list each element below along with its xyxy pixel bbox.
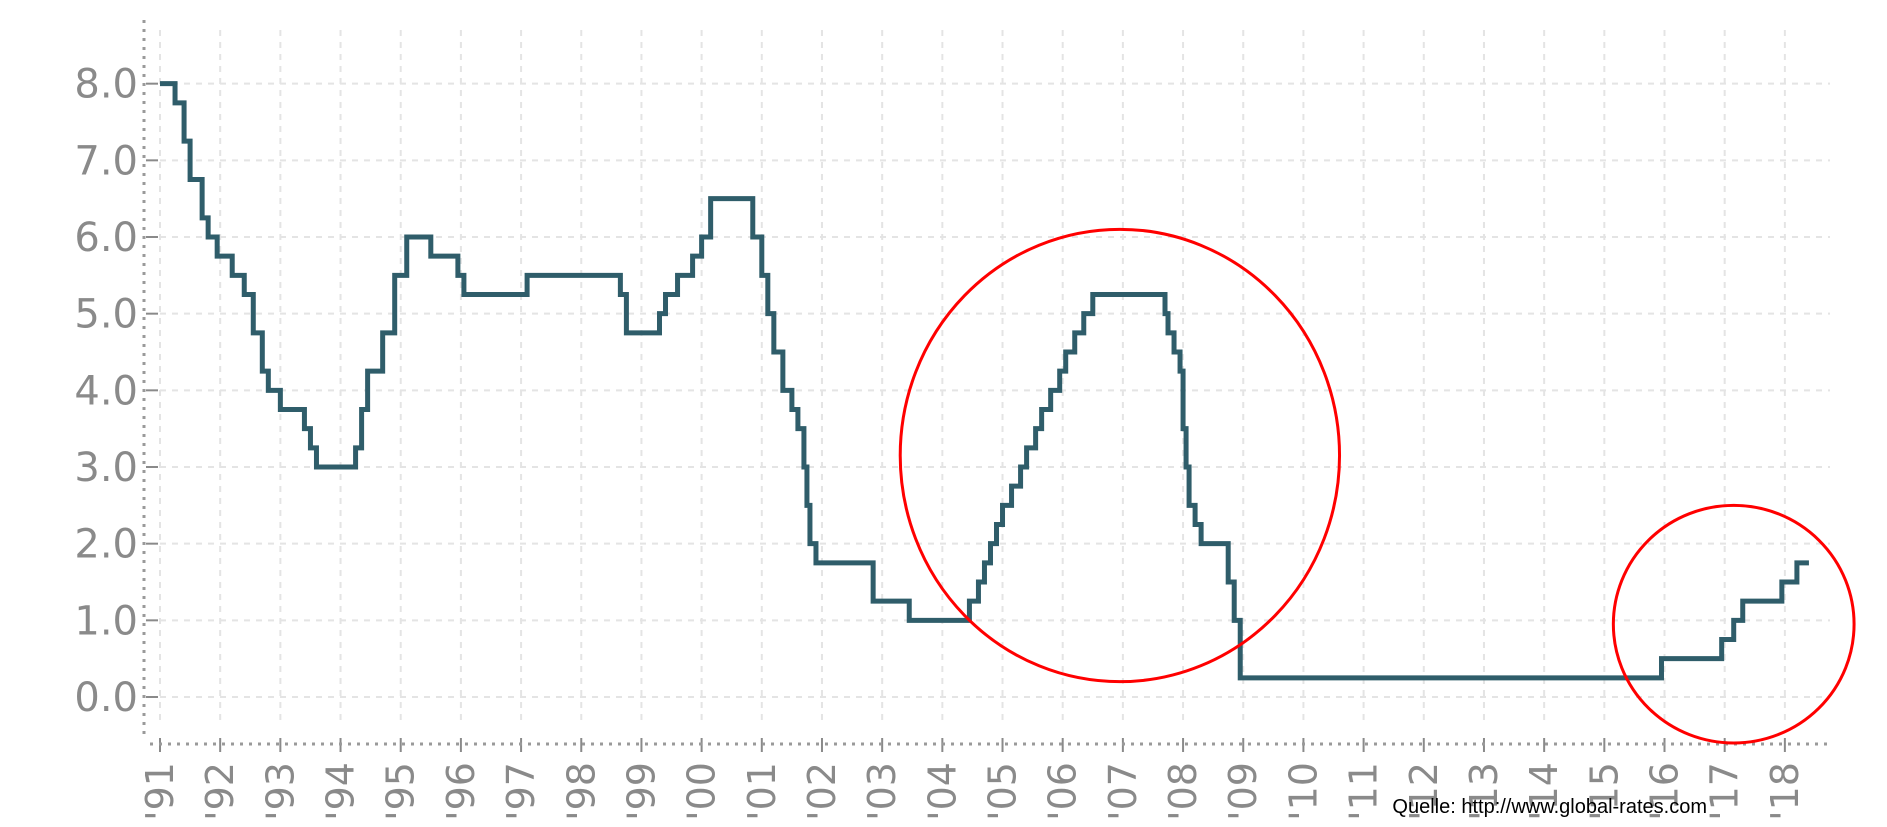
y-tick-label: 7.0	[74, 138, 138, 184]
x-tick-label: '00	[680, 762, 724, 821]
y-tick-label: 8.0	[74, 62, 138, 108]
y-tick-label: 1.0	[74, 598, 138, 644]
x-tick-label: '16	[1643, 762, 1687, 821]
x-tick-label: '92	[198, 762, 242, 821]
x-tick-label: '12	[1402, 762, 1446, 821]
y-tick-label: 0.0	[74, 675, 138, 721]
x-tick-label: '94	[319, 762, 363, 821]
x-tick-label: '02	[800, 762, 844, 821]
x-tick-label: '09	[1221, 762, 1265, 821]
x-tick-label: '10	[1281, 762, 1325, 821]
x-tick-label: '11	[1342, 762, 1386, 821]
y-axis: 0.0 1.0 2.0 3.0 4.0 5.0 6.0 7.0 8.0	[74, 20, 158, 740]
y-tick-label: 3.0	[74, 445, 138, 491]
x-tick-label: '17	[1703, 762, 1747, 821]
x-tick-label: '95	[379, 762, 423, 821]
x-tick-label: '99	[619, 762, 663, 821]
y-tick-label: 2.0	[74, 522, 138, 568]
x-tick-label: '91	[138, 762, 182, 821]
x-tick-label: '08	[1161, 762, 1205, 821]
annotation-layer	[898, 227, 1856, 745]
y-tick-label: 4.0	[74, 368, 138, 414]
x-tick-label: '03	[860, 762, 904, 821]
x-tick-label: '07	[1101, 762, 1145, 821]
x-tick-label: '96	[439, 762, 483, 821]
x-tick-label: '18	[1763, 762, 1807, 821]
x-tick-label: '01	[740, 762, 784, 821]
y-tick-label: 6.0	[74, 215, 138, 261]
x-tick-label: '15	[1582, 762, 1626, 821]
x-tick-label: '04	[920, 762, 964, 821]
x-tick-label: '14	[1522, 762, 1566, 821]
x-tick-label: '93	[258, 762, 302, 821]
x-axis: '91 '92 '93 '94 '95 '96 '97 '98 '99 '00 '01 '02 '03 '…	[138, 738, 1830, 821]
series-layer	[160, 81, 1809, 681]
x-tick-label: '98	[559, 762, 603, 821]
chart-grid	[159, 30, 1830, 720]
x-tick-label: '06	[1041, 762, 1085, 821]
x-tick-label: '05	[981, 762, 1025, 821]
highlight-circle	[898, 227, 1342, 684]
series-line	[160, 81, 1809, 681]
y-tick-label: 5.0	[74, 292, 138, 338]
source-note: Quelle: http://www.global-rates.com	[1392, 796, 1707, 818]
x-tick-label: '97	[499, 762, 543, 821]
highlight-circle	[1611, 503, 1856, 745]
x-tick-label: '13	[1462, 762, 1506, 821]
